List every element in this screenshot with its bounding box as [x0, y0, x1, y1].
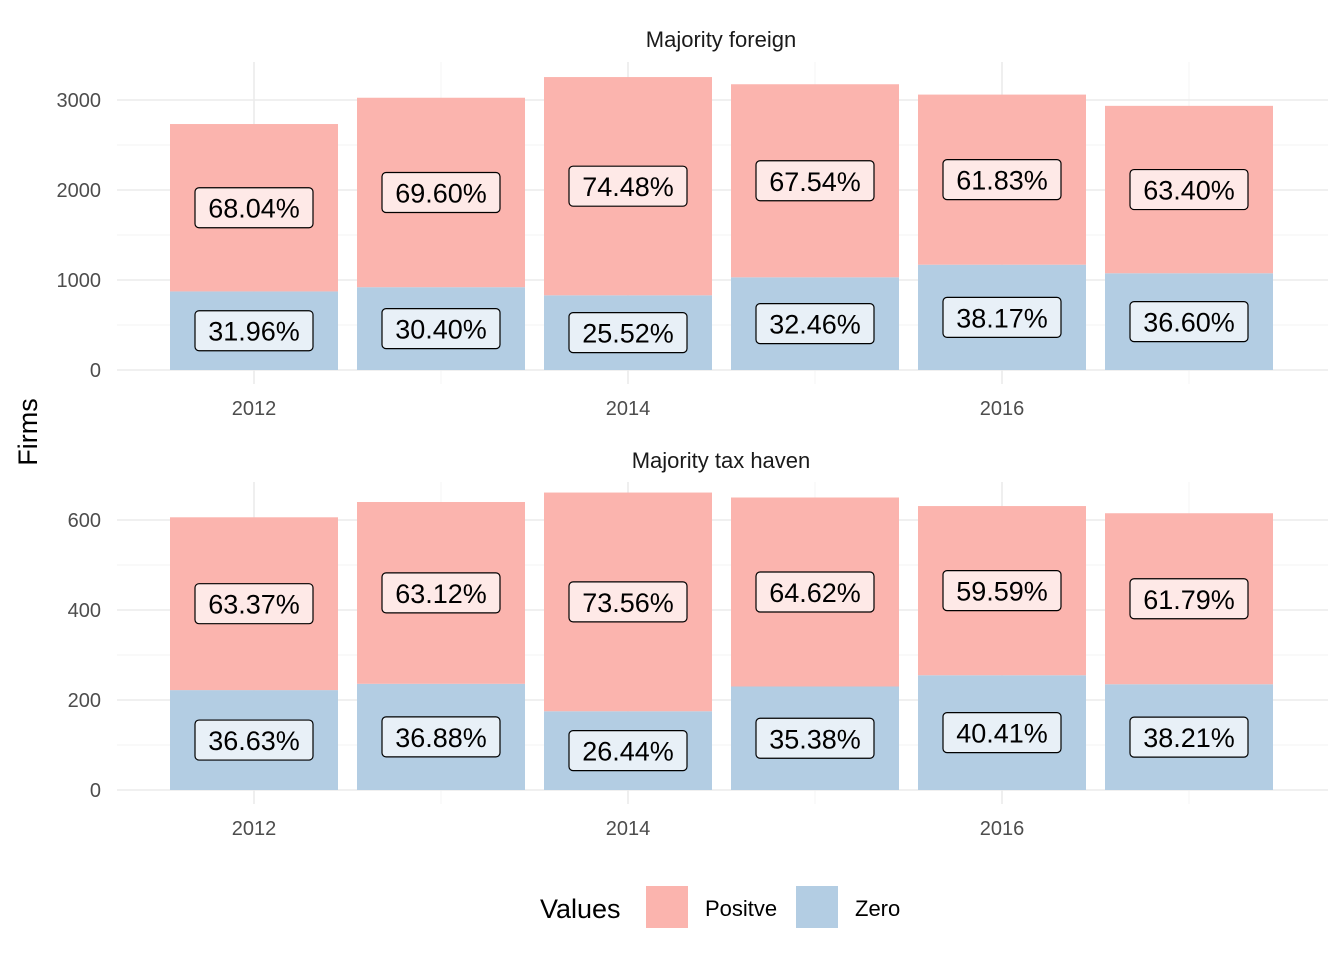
- data-label: 35.38%: [769, 724, 861, 754]
- x-tick-labels: 2012 2014 2016: [232, 818, 1025, 840]
- y-tick-label: 400: [68, 600, 101, 622]
- data-label-box: [568, 312, 688, 354]
- data-label: 69.60%: [395, 178, 487, 208]
- data-label: 63.12%: [395, 579, 487, 609]
- data-label-box: [568, 730, 688, 772]
- data-label: 63.40%: [1143, 176, 1235, 206]
- data-label: 32.46%: [769, 310, 861, 340]
- y-tick-label: 3000: [57, 90, 102, 112]
- y-axis-title: Firms: [13, 398, 43, 465]
- data-label-box: [1129, 301, 1249, 343]
- x-tick-label: 2016: [980, 398, 1025, 420]
- data-label-box: [942, 159, 1062, 201]
- data-label-box: [381, 572, 501, 614]
- data-label: 25.52%: [582, 319, 674, 349]
- y-tick-labels: 0 200 400 600: [68, 510, 101, 802]
- y-tick-label: 1000: [57, 270, 102, 292]
- y-tick-label: 0: [90, 360, 101, 382]
- data-label-box: [755, 303, 875, 345]
- x-tick-label: 2012: [232, 818, 277, 840]
- data-label-box: [381, 308, 501, 350]
- data-labels: 31.96% 68.04% 30.40% 69.60% 25.52% 74.48% 32.4…: [194, 159, 1249, 354]
- data-label: 31.96%: [208, 317, 300, 347]
- legend-swatch-zero: [796, 886, 838, 928]
- x-tick-label: 2014: [606, 398, 651, 420]
- data-label-box: [942, 712, 1062, 754]
- data-label: 36.63%: [208, 726, 300, 756]
- data-label-box: [194, 310, 314, 352]
- data-label: 30.40%: [395, 315, 487, 345]
- panel-majority-foreign: 31.96% 68.04% 30.40% 69.60% 25.52% 74.48% 32.4…: [57, 27, 1328, 420]
- data-label-box: [194, 583, 314, 625]
- y-tick-label: 600: [68, 510, 101, 532]
- data-label: 61.83%: [956, 166, 1048, 196]
- facet-title: Majority foreign: [646, 27, 796, 52]
- data-label: 38.21%: [1143, 723, 1235, 753]
- y-tick-label: 2000: [57, 180, 102, 202]
- legend-swatch-positive: [646, 886, 688, 928]
- data-label-box: [568, 165, 688, 207]
- legend-title: Values: [540, 894, 621, 924]
- data-label: 38.17%: [956, 303, 1048, 333]
- legend-label-positive: Positve: [705, 896, 777, 921]
- data-label-box: [381, 716, 501, 758]
- data-label-box: [194, 187, 314, 229]
- facet-title: Majority tax haven: [632, 448, 811, 473]
- data-label-box: [1129, 168, 1249, 211]
- data-label: 61.79%: [1143, 585, 1235, 615]
- data-label-box: [194, 719, 314, 761]
- legend-label-zero: Zero: [855, 896, 900, 921]
- data-label: 74.48%: [582, 172, 674, 202]
- data-label: 40.41%: [956, 719, 1048, 749]
- y-tick-labels: 0 1000 2000 3000: [57, 90, 102, 382]
- data-label-box: [1129, 578, 1249, 620]
- data-label: 59.59%: [956, 577, 1048, 607]
- data-label-box: [755, 160, 875, 202]
- bars: [170, 77, 1273, 370]
- data-label-box: [381, 171, 501, 214]
- data-label: 26.44%: [582, 737, 674, 767]
- y-tick-label: 200: [68, 690, 101, 712]
- legend: Values Positve Zero: [540, 886, 900, 928]
- x-tick-label: 2016: [980, 818, 1025, 840]
- x-tick-labels: 2012 2014 2016: [232, 398, 1025, 420]
- data-label: 64.62%: [769, 578, 861, 608]
- data-label-box: [1129, 716, 1249, 758]
- data-label: 67.54%: [769, 167, 861, 197]
- y-tick-label: 0: [90, 780, 101, 802]
- data-label-box: [755, 717, 875, 759]
- x-tick-label: 2014: [606, 818, 651, 840]
- panel-majority-tax-haven: 36.63% 63.37% 36.88% 63.12% 26.44% 73.56% 35.3…: [68, 448, 1328, 840]
- data-label-box: [568, 581, 688, 623]
- data-label-box: [942, 296, 1062, 338]
- data-label: 36.60%: [1143, 308, 1235, 338]
- data-label: 36.88%: [395, 723, 487, 753]
- data-labels: 36.63% 63.37% 36.88% 63.12% 26.44% 73.56% 35.3…: [194, 570, 1249, 772]
- data-label: 63.37%: [208, 590, 300, 620]
- data-label-box: [755, 571, 875, 613]
- x-tick-label: 2012: [232, 398, 277, 420]
- data-label-box: [942, 570, 1062, 612]
- data-label: 68.04%: [208, 194, 300, 224]
- data-label: 73.56%: [582, 588, 674, 618]
